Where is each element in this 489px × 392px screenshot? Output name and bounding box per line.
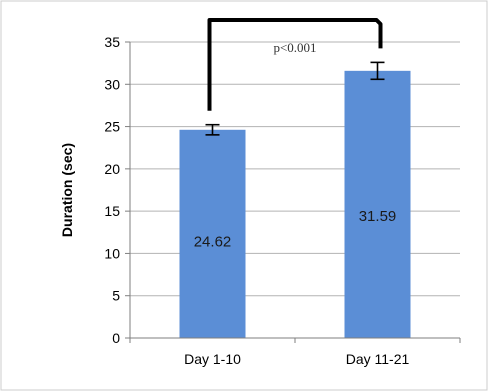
y-tick-label: 30	[104, 76, 120, 92]
x-tick-label: Day 11-21	[346, 351, 410, 367]
y-tick-label: 25	[104, 119, 120, 135]
y-tick-label: 5	[112, 288, 120, 304]
y-tick-label: 0	[112, 330, 120, 346]
label-layer: 0 5 10 15 20 25 30 35 24.62 Day 1-10 31.59 Day 11-2…	[104, 34, 409, 367]
significance-bracket	[207, 18, 383, 111]
data-label: 24.62	[194, 233, 232, 250]
y-axis-title: Duration (sec)	[59, 143, 75, 237]
y-tick-label: 15	[104, 203, 120, 219]
x-tick-label: Day 1-10	[184, 351, 241, 367]
bar-layer	[179, 61, 411, 338]
y-tick-label: 10	[104, 245, 120, 261]
y-tick-label: 35	[104, 34, 120, 50]
axis-layer	[125, 41, 461, 343]
annotation-layer: p<0.001	[207, 18, 383, 111]
y-tick-label: 20	[104, 161, 120, 177]
significance-label: p<0.001	[273, 40, 316, 55]
bar	[344, 70, 411, 338]
data-label: 31.59	[359, 208, 397, 225]
bar	[179, 129, 246, 338]
